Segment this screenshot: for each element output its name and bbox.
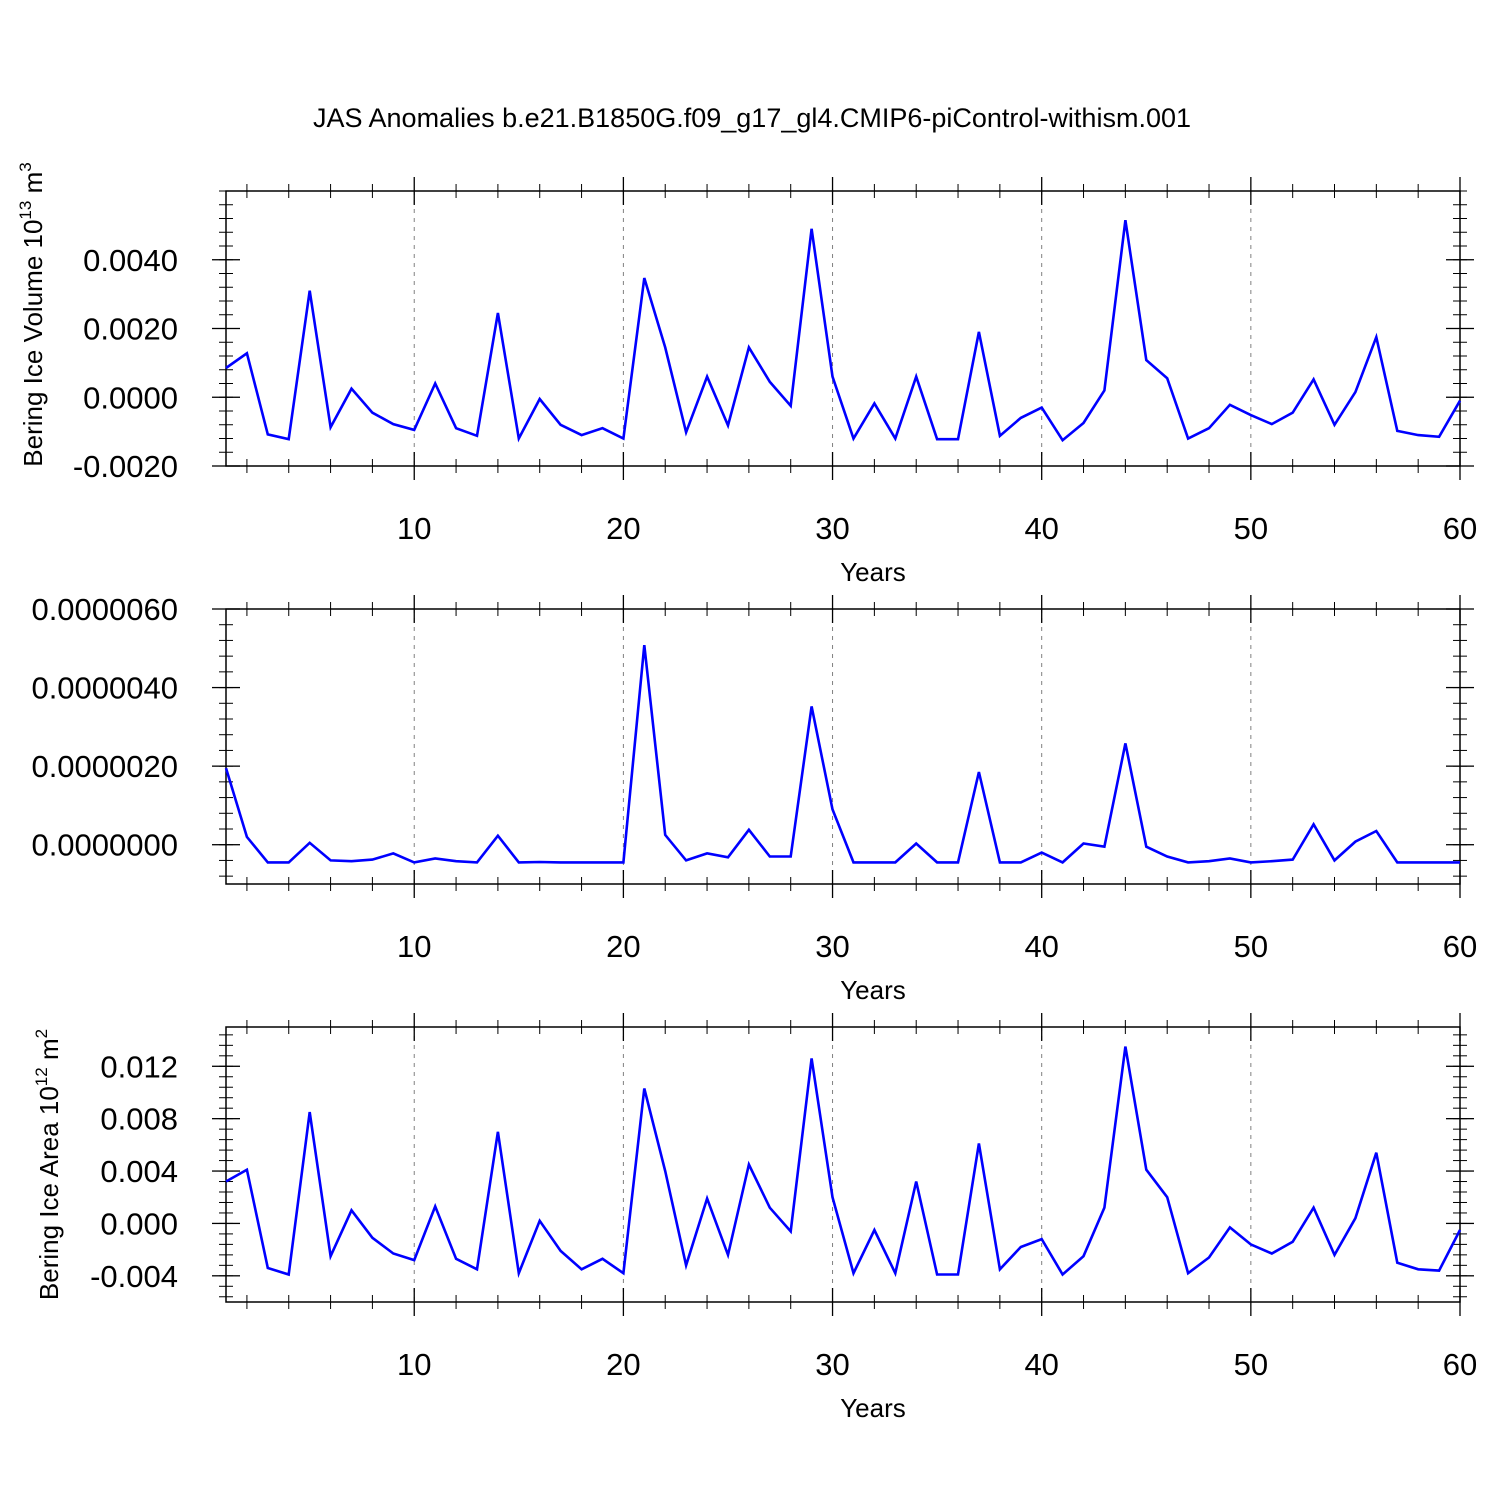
- y-tick-label: 0.0040: [83, 243, 178, 278]
- panel-2: 10 20 30 40 50 60 0.0000000 0.0000020 0.0000040 0…: [31, 592, 1477, 1005]
- x-tick-label: 20: [606, 511, 640, 546]
- figure-title: JAS Anomalies b.e21.B1850G.f09_g17_gl4.C…: [313, 103, 1191, 133]
- x-axis-label: Years: [840, 1393, 906, 1423]
- y-tick-label: 0.004: [100, 1154, 178, 1189]
- y-axis-label: Bering Ice Area 1012 m2: [32, 1029, 64, 1300]
- x-tick-label: 60: [1443, 929, 1477, 964]
- y-tick-label: 0.0000000: [31, 828, 178, 863]
- x-tick-label: 20: [606, 929, 640, 964]
- x-tick-label: 10: [397, 929, 431, 964]
- x-axis-label: Years: [840, 975, 906, 1005]
- x-tick-label: 60: [1443, 1347, 1477, 1382]
- y-tick-label: 0.0000060: [31, 592, 178, 627]
- plot-frame: [225, 190, 1461, 467]
- x-axis-label: Years: [840, 557, 906, 587]
- x-tick-label: 60: [1443, 511, 1477, 546]
- x-tick-label: 30: [815, 929, 849, 964]
- panel-1: 10 20 30 40 50 60 -0.0020 0.0000 0.0020 0.0040 Yea…: [16, 162, 1477, 587]
- x-tick-label: 10: [397, 511, 431, 546]
- y-tick-label: 0.0000: [83, 380, 178, 415]
- x-tick-label: 50: [1234, 511, 1268, 546]
- panel-3: 10 20 30 40 50 60 -0.004 0.000 0.004 0.008 0.012 Ye…: [32, 1013, 1477, 1423]
- y-tick-label: -0.0020: [73, 449, 178, 484]
- x-tick-label: 10: [397, 1347, 431, 1382]
- x-tick-label: 40: [1024, 929, 1058, 964]
- x-tick-label: 50: [1234, 1347, 1268, 1382]
- plot-frame: [225, 1026, 1461, 1303]
- x-tick-label: 40: [1024, 1347, 1058, 1382]
- x-tick-label: 30: [815, 511, 849, 546]
- y-tick-label: 0.0000020: [31, 749, 178, 784]
- series-line-1: [225, 1046, 1462, 1279]
- x-tick-label: 40: [1024, 511, 1058, 546]
- y-tick-label: 0.000: [100, 1206, 178, 1241]
- y-tick-label: 0.0020: [83, 312, 178, 347]
- y-tick-label: 0.012: [100, 1049, 178, 1084]
- y-tick-label: -0.004: [90, 1259, 178, 1294]
- y-axis-label: Bering Ice Volume 1013 m3: [16, 162, 48, 466]
- plot-frame: [225, 608, 1461, 885]
- series-line-1: [225, 220, 1462, 443]
- series-line-1: [224, 644, 1460, 864]
- x-tick-label: 20: [606, 1347, 640, 1382]
- y-tick-label: 0.0000040: [31, 671, 178, 706]
- y-tick-label: 0.008: [100, 1102, 178, 1137]
- x-tick-label: 50: [1234, 929, 1268, 964]
- x-tick-label: 30: [815, 1347, 849, 1382]
